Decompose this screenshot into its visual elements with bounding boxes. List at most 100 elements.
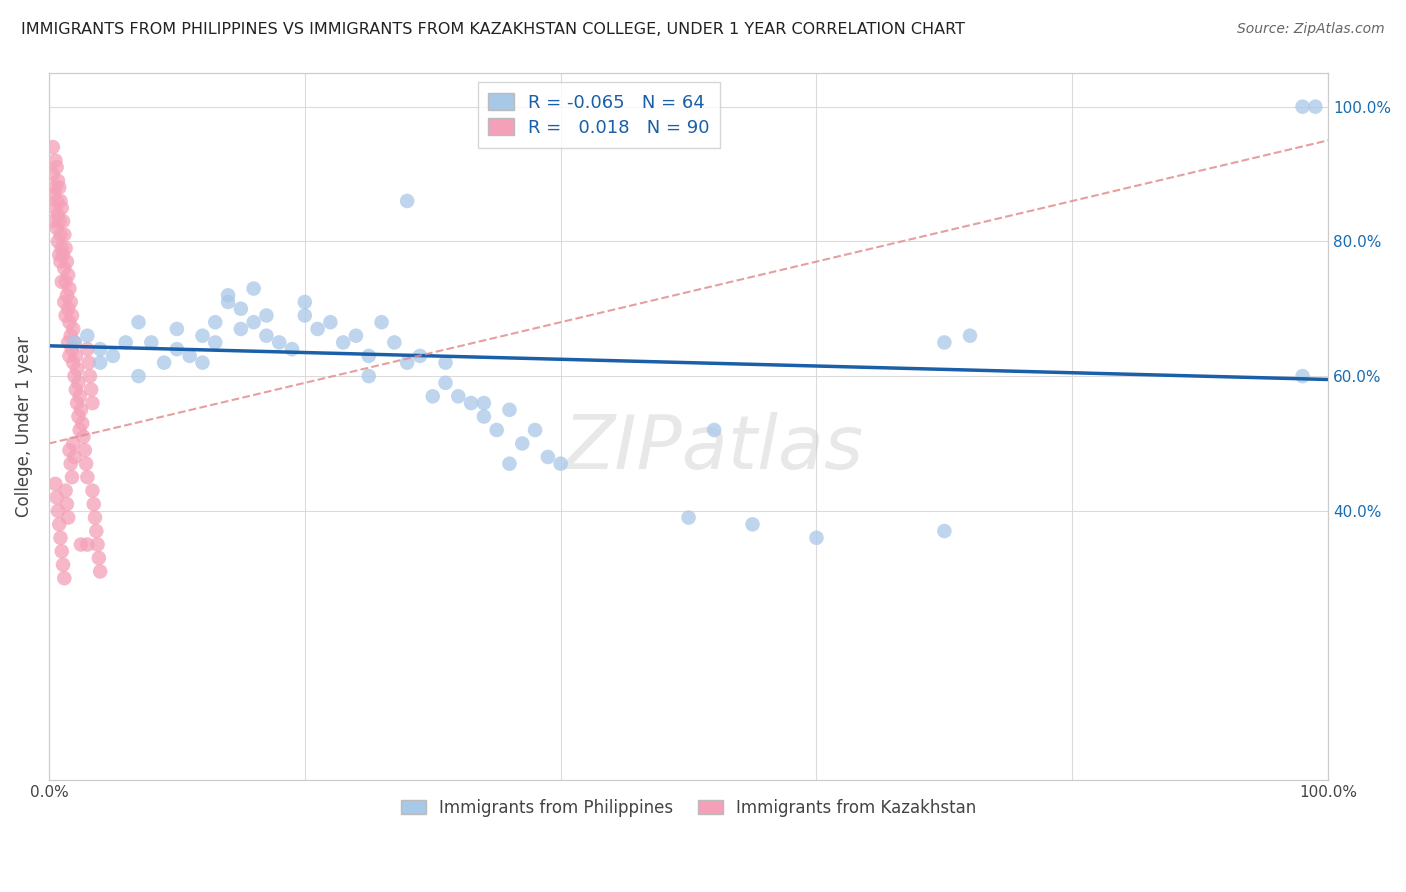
- Point: [934, 335, 956, 350]
- Point: [422, 389, 444, 403]
- Point: [128, 315, 150, 329]
- Point: [60, 309, 83, 323]
- Point: [204, 335, 226, 350]
- Point: [934, 524, 956, 538]
- Point: [254, 309, 277, 323]
- Point: [53, 571, 76, 585]
- Point: [49, 194, 72, 208]
- Point: [58, 349, 80, 363]
- Point: [524, 423, 547, 437]
- Point: [76, 470, 98, 484]
- Point: [128, 369, 150, 384]
- Point: [62, 436, 84, 450]
- Text: IMMIGRANTS FROM PHILIPPINES VS IMMIGRANTS FROM KAZAKHSTAN COLLEGE, UNDER 1 YEAR : IMMIGRANTS FROM PHILIPPINES VS IMMIGRANT…: [21, 22, 965, 37]
- Point: [67, 376, 90, 390]
- Point: [1291, 369, 1313, 384]
- Point: [510, 436, 533, 450]
- Point: [357, 349, 380, 363]
- Point: [69, 389, 91, 403]
- Point: [1305, 100, 1327, 114]
- Point: [485, 423, 508, 437]
- Point: [217, 288, 239, 302]
- Legend: Immigrants from Philippines, Immigrants from Kazakhstan: Immigrants from Philippines, Immigrants …: [392, 790, 986, 825]
- Point: [166, 342, 188, 356]
- Point: [153, 356, 176, 370]
- Point: [1291, 100, 1313, 114]
- Point: [56, 288, 79, 302]
- Point: [46, 504, 69, 518]
- Point: [56, 510, 79, 524]
- Point: [678, 510, 700, 524]
- Point: [66, 362, 89, 376]
- Point: [204, 315, 226, 329]
- Point: [51, 241, 73, 255]
- Point: [70, 537, 93, 551]
- Point: [166, 322, 188, 336]
- Point: [60, 470, 83, 484]
- Point: [65, 349, 87, 363]
- Point: [48, 248, 70, 262]
- Point: [59, 295, 82, 310]
- Point: [46, 207, 69, 221]
- Point: [357, 369, 380, 384]
- Point: [332, 335, 354, 350]
- Point: [66, 396, 89, 410]
- Point: [87, 551, 110, 566]
- Point: [55, 309, 77, 323]
- Point: [44, 201, 66, 215]
- Point: [460, 396, 482, 410]
- Point: [294, 309, 316, 323]
- Point: [76, 537, 98, 551]
- Point: [58, 443, 80, 458]
- Point: [62, 356, 84, 370]
- Point: [44, 153, 66, 168]
- Point: [51, 544, 73, 558]
- Point: [48, 517, 70, 532]
- Point: [73, 443, 96, 458]
- Point: [76, 342, 98, 356]
- Point: [44, 180, 66, 194]
- Point: [58, 281, 80, 295]
- Point: [80, 383, 103, 397]
- Point: [63, 369, 86, 384]
- Point: [67, 409, 90, 424]
- Point: [89, 356, 111, 370]
- Point: [77, 356, 100, 370]
- Point: [959, 328, 981, 343]
- Point: [46, 174, 69, 188]
- Point: [56, 268, 79, 282]
- Point: [49, 531, 72, 545]
- Point: [51, 201, 73, 215]
- Point: [307, 322, 329, 336]
- Point: [141, 335, 163, 350]
- Point: [79, 369, 101, 384]
- Point: [55, 241, 77, 255]
- Point: [281, 342, 304, 356]
- Point: [409, 349, 432, 363]
- Point: [42, 214, 65, 228]
- Point: [49, 227, 72, 242]
- Point: [55, 275, 77, 289]
- Point: [370, 315, 392, 329]
- Point: [59, 457, 82, 471]
- Text: Source: ZipAtlas.com: Source: ZipAtlas.com: [1237, 22, 1385, 37]
- Point: [254, 328, 277, 343]
- Point: [63, 450, 86, 464]
- Point: [191, 356, 214, 370]
- Point: [42, 187, 65, 202]
- Point: [55, 483, 77, 498]
- Point: [42, 167, 65, 181]
- Point: [344, 328, 367, 343]
- Point: [69, 423, 91, 437]
- Point: [498, 402, 520, 417]
- Point: [319, 315, 342, 329]
- Point: [703, 423, 725, 437]
- Point: [48, 180, 70, 194]
- Text: ZIPatlas: ZIPatlas: [564, 412, 865, 483]
- Point: [472, 396, 495, 410]
- Point: [84, 524, 107, 538]
- Point: [89, 342, 111, 356]
- Point: [52, 558, 75, 572]
- Point: [806, 531, 828, 545]
- Point: [53, 261, 76, 276]
